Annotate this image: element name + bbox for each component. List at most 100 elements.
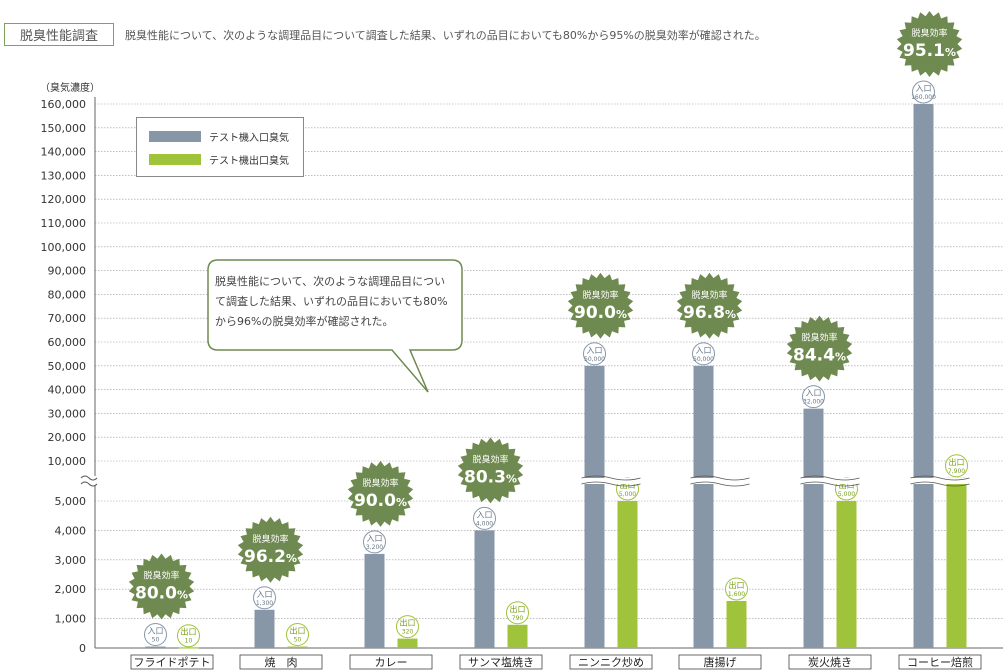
bar-inlet <box>474 530 495 648</box>
x-tick-label: 炭火焼き <box>808 656 852 669</box>
efficiency-value: 96.8% <box>683 303 736 323</box>
outlet-value-label: 10 <box>185 638 193 645</box>
efficiency-value: 95.1% <box>903 41 956 61</box>
category-label-box <box>898 654 982 670</box>
bar-inlet <box>254 609 275 648</box>
efficiency-unit: % <box>177 589 188 602</box>
efficiency-value: 90.0% <box>354 491 407 511</box>
outlet-value-badge <box>396 615 419 639</box>
outlet-value-label: 7,900 <box>948 468 965 475</box>
bar-outlet <box>507 624 528 648</box>
callout-line: 脱臭性能について、次のような調理品目につい <box>215 275 446 288</box>
axis-break-mask <box>81 476 101 485</box>
outlet-value-label: 5,000 <box>619 491 636 498</box>
efficiency-value: 84.4% <box>793 346 846 366</box>
inlet-badge-label: 入口 <box>257 590 273 599</box>
inlet-value-badge <box>473 506 496 530</box>
y-tick-label: 3,000 <box>55 554 87 567</box>
efficiency-unit: % <box>725 308 736 321</box>
y-tick-label: 50,000 <box>48 360 87 373</box>
inlet-value-label: 50 <box>152 637 160 644</box>
outlet-badge-label: 出口 <box>620 480 636 490</box>
inlet-badge-label: 入口 <box>587 346 603 355</box>
inlet-value-label: 160,000 <box>911 94 936 101</box>
y-tick-label: 20,000 <box>48 431 87 444</box>
bar-break-mask <box>581 478 641 484</box>
y-tick-label: 4,000 <box>55 524 87 537</box>
bar-break-mask <box>910 478 970 484</box>
efficiency-badge <box>347 460 414 527</box>
legend-label-inlet: テスト機入口臭気 <box>209 133 289 144</box>
outlet-badge-label: 出口 <box>290 626 306 636</box>
efficiency-badge-label: 脱臭効率 <box>801 332 837 344</box>
inlet-value-badge <box>692 342 715 366</box>
x-tick-label: ニンニク炒め <box>578 656 644 669</box>
legend-item-outlet: テスト機出口臭気 <box>149 152 289 167</box>
outlet-value-badge <box>945 454 968 478</box>
category-label-box <box>569 654 653 670</box>
inlet-value-badge <box>363 530 386 554</box>
y-tick-label: 30,000 <box>48 407 87 420</box>
x-tick-label: 焼 肉 <box>265 656 298 669</box>
efficiency-badge <box>896 11 963 77</box>
y-tick-label: 5,000 <box>55 495 87 508</box>
inlet-badge-label: 入口 <box>806 389 822 398</box>
outlet-value-label: 790 <box>512 615 524 622</box>
axis-break-mark <box>80 475 98 487</box>
page-title-text: 脱臭性能調査 <box>19 29 98 44</box>
x-tick-label: コーヒー焙煎 <box>907 655 973 669</box>
outlet-badge-label: 出口 <box>400 618 416 628</box>
callout-line: て調査した結果、いずれの品目においても80% <box>215 295 448 308</box>
outlet-value-badge <box>286 623 309 647</box>
bar-break-mark <box>800 475 860 487</box>
y-tick-label: 40,000 <box>48 384 87 397</box>
callout-text: 脱臭性能について、次のような調理品目につい て調査した結果、いずれの品目において… <box>215 272 455 332</box>
efficiency-badge-label: 脱臭効率 <box>252 533 288 545</box>
legend: テスト機入口臭気 テスト機出口臭気 <box>136 117 304 177</box>
inlet-value-badge <box>583 342 606 366</box>
legend-item-inlet: テスト機入口臭気 <box>149 129 289 144</box>
y-tick-label: 100,000 <box>41 241 87 254</box>
legend-swatch-inlet <box>149 131 201 142</box>
y-tick-label: 130,000 <box>41 169 87 182</box>
efficiency-unit: % <box>396 496 407 509</box>
bar-break-mask <box>800 478 860 484</box>
inlet-value-label: 1,300 <box>256 600 273 607</box>
bar-outlet <box>836 501 857 648</box>
y-tick-label: 10,000 <box>48 455 87 468</box>
y-tick-label: 2,000 <box>55 583 87 596</box>
callout-bubble <box>207 259 463 393</box>
inlet-badge-label: 入口 <box>916 84 932 93</box>
efficiency-badge-label: 脱臭効率 <box>911 27 947 39</box>
bar-inlet <box>693 365 714 648</box>
bar-outlet <box>287 646 308 648</box>
bar-outlet <box>617 501 638 648</box>
bar-outlet <box>726 600 747 648</box>
bar-inlet <box>913 104 934 648</box>
efficiency-badge-label: 脱臭効率 <box>143 570 179 582</box>
category-label-box <box>130 654 214 670</box>
y-tick-label: 140,000 <box>41 146 87 159</box>
efficiency-badge <box>237 516 304 583</box>
efficiency-unit: % <box>945 46 956 59</box>
bar-break-mask <box>690 478 750 484</box>
x-tick-label: カレー <box>375 656 408 669</box>
legend-swatch-outlet <box>149 154 201 165</box>
inlet-value-label: 4,000 <box>476 520 493 527</box>
y-tick-label: 110,000 <box>41 217 87 230</box>
category-label-box <box>678 654 762 670</box>
y-tick-label: 1,000 <box>55 613 87 626</box>
outlet-value-badge <box>506 601 529 625</box>
inlet-value-label: 3,200 <box>366 544 383 551</box>
bar-break-mark <box>690 475 750 487</box>
efficiency-unit: % <box>616 308 627 321</box>
y-tick-label: 90,000 <box>48 265 87 278</box>
bar-inlet <box>803 408 824 648</box>
efficiency-unit: % <box>835 351 846 364</box>
y-tick-label: 80,000 <box>48 288 87 301</box>
inlet-value-badge <box>912 80 935 104</box>
inlet-value-badge <box>144 623 167 647</box>
bar-outlet <box>397 638 418 648</box>
y-tick-label: 160,000 <box>41 98 87 111</box>
